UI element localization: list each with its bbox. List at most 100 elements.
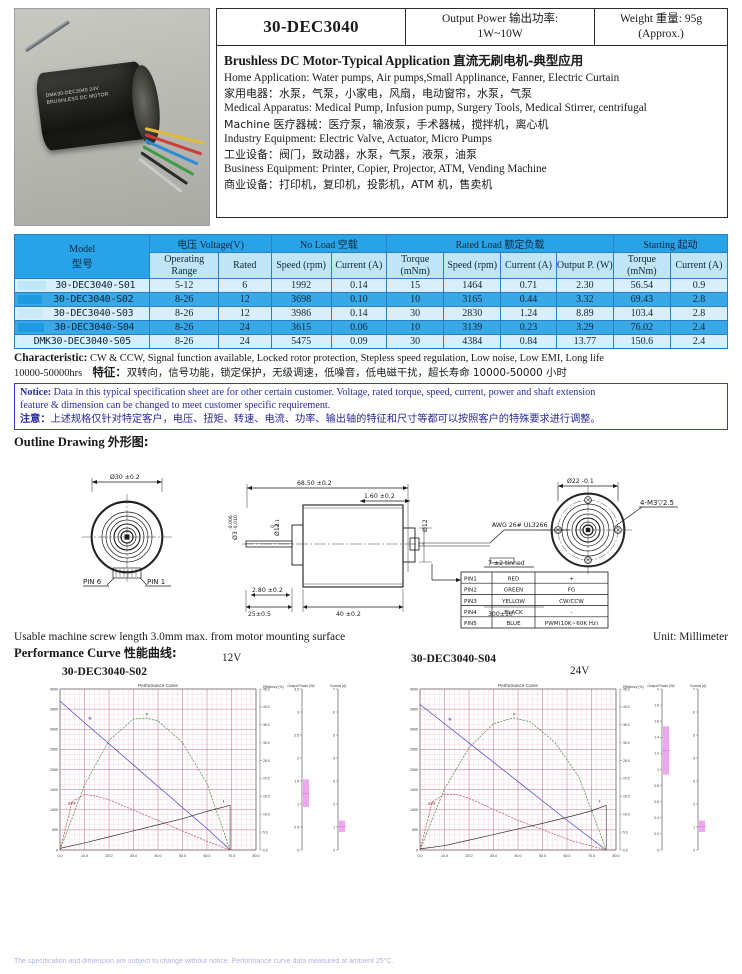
spec-header-model-cn: 型号 xyxy=(71,257,93,270)
screw-length-note: Usable machine screw length 3.0mm max. f… xyxy=(14,631,346,644)
characteristic-line-2: 10000-50000hrs 特征：双转向，信号功能，锁定保护，无级调速，低噪音… xyxy=(14,365,728,381)
plot-border xyxy=(419,688,617,851)
spec-rated-current: 0.71 xyxy=(500,278,557,293)
y-tick-label-left: 3000 xyxy=(50,728,58,732)
y-tick-label-left: 0 xyxy=(416,849,418,853)
spec-start-torque: 103.4 xyxy=(612,306,671,321)
dim-total-length: 68.50 ±0.2 xyxy=(297,480,332,487)
y-tick-label-right: 45.0 xyxy=(623,688,630,692)
spec-model-name: DMK30-DEC3040-S05 xyxy=(13,334,151,349)
x-tick-label: 70.0 xyxy=(228,854,235,858)
unit-note: Unit: Millimeter xyxy=(653,631,728,644)
x-tick-label: 0.0 xyxy=(58,854,63,858)
x-tick-label: 60.0 xyxy=(564,854,571,858)
pin-function: CW/CCW xyxy=(559,599,584,605)
y-tick-label-axis3: 0 xyxy=(657,849,659,853)
spec-output-power: 3.32 xyxy=(555,292,614,307)
y-tick-label-axis3: 3.5 xyxy=(294,688,299,692)
motor-shaft-graphic xyxy=(24,18,70,53)
chart-title: Performance Curve xyxy=(498,683,538,688)
performance-chart-s02: Performance Curve 0.0 10.0 20.0 30.0 40.0 50.0… xyxy=(34,681,364,889)
spec-start-torque: 150.6 xyxy=(612,334,671,349)
series-label-n: N xyxy=(89,716,92,721)
series-eff xyxy=(59,794,231,851)
spec-header-rated: Rated Load 额定负载 xyxy=(386,234,614,253)
y-tick-label-axis4: 5 xyxy=(333,734,335,738)
series-label-i: I xyxy=(599,798,600,803)
spec-operating-range: 8-26 xyxy=(149,306,219,321)
y-tick-label-axis4: 1 xyxy=(333,826,335,830)
table-row: 30-DEC3040-S04 8-26 24 3615 0.06 10 3139 0.23 3.… xyxy=(13,320,729,335)
table-row: 30-DEC3040-S01 5-12 6 1992 0.14 15 1464 0.71 2.3… xyxy=(13,278,729,293)
outline-drawing-area: Ø30 ±0.2 PIN 6 xyxy=(14,452,728,630)
redaction-box xyxy=(18,281,46,290)
efficiency-axis-label: Efficiency (%) xyxy=(623,685,644,689)
x-tick-label: 20.0 xyxy=(106,854,113,858)
specification-table: Model 型号 电压 Voltage(V) No Load 空载 Rated … xyxy=(13,234,729,349)
motor-product-photo: DMK30-DEC3040 24V BRUSHLESS DC MOTOR xyxy=(14,8,210,226)
y-tick-label-right: 0.0 xyxy=(263,849,268,853)
series-label-p: P xyxy=(146,712,149,717)
pin-function: + xyxy=(569,577,574,583)
pin-wire-color: RED xyxy=(508,577,520,583)
spec-start-torque: 56.54 xyxy=(612,278,671,293)
y-tick-label-right: 30.0 xyxy=(623,741,630,745)
series-label-i: I xyxy=(223,798,224,803)
spec-operating-range: 8-26 xyxy=(149,320,219,335)
rear-view-drawing: Ø22 -0.1 xyxy=(542,477,678,575)
chart-title: Performance Curve xyxy=(138,683,178,688)
series-p xyxy=(419,717,607,851)
spec-rated-speed: 1464 xyxy=(443,278,502,293)
series-n xyxy=(59,701,231,851)
spec-output-power: 13.77 xyxy=(555,334,614,349)
spec-start-current: 2.8 xyxy=(669,306,729,321)
specification-table-body: 30-DEC3040-S01 5-12 6 1992 0.14 15 1464 0.71 2.3… xyxy=(13,278,729,349)
spec-sub-rated-voltage: Rated xyxy=(217,252,272,279)
y-tick-label-axis3: 1.4 xyxy=(654,736,659,740)
application-line-medical-en: Medical Apparatus: Medical Pump, Infusio… xyxy=(224,102,647,115)
model-number: 30-DEC3040 xyxy=(215,8,407,46)
spec-noload-current: 0.14 xyxy=(330,306,388,321)
spec-sub-header-row: Operating Range Rated Speed (rpm) Curren… xyxy=(15,252,729,279)
application-line-medical-cn: Machine 医疗器械：医疗泵，输液泵，手术器械，搅拌机，离心机 xyxy=(224,117,549,131)
y-tick-label-right: 5.0 xyxy=(263,831,268,835)
weight-cell: Weight 重量: 95g (Approx.) xyxy=(594,8,728,46)
specification-section: Model 型号 电压 Voltage(V) No Load 空载 Rated … xyxy=(0,226,742,349)
y-tick-label-axis3: 1.2 xyxy=(654,752,659,756)
x-tick-label: 30.0 xyxy=(490,854,497,858)
y-tick-label-axis4: 7 xyxy=(333,688,335,692)
spec-start-current: 2.4 xyxy=(669,334,729,349)
header-table: 30-DEC3040 Output Power 输出功率: 1W~10W Wei… xyxy=(215,8,728,46)
spec-start-current: 2.4 xyxy=(669,320,729,335)
spec-model-name: 30-DEC3040-S03 xyxy=(13,306,151,321)
application-line-industry-cn: 工业设备：阀门，致动器，水泵，气泵，液泵，油泵 xyxy=(224,148,477,162)
spec-sub-rated-current: Current (A) xyxy=(500,252,557,279)
x-tick-label: 0.0 xyxy=(418,854,423,858)
characteristic-line-1: Characteristic: CW & CCW, Signal functio… xyxy=(14,352,728,366)
dim-shaft-length: 25±0.5 xyxy=(248,611,271,618)
dim-bolt-circle: Ø22 -0.1 xyxy=(567,477,594,485)
y-tick-label-right: 40.0 xyxy=(623,705,630,709)
y-tick-label-axis3: 0.4 xyxy=(654,816,659,820)
x-tick-label: 10.0 xyxy=(441,854,448,858)
spec-start-torque: 76.02 xyxy=(612,320,671,335)
series-label-p: P xyxy=(513,712,516,717)
series-i xyxy=(419,805,607,850)
x-tick-label: 80.0 xyxy=(613,854,620,858)
spec-model-text: 30-DEC3040-S03 xyxy=(53,308,134,319)
spec-noload-current: 0.09 xyxy=(330,334,388,349)
dim-shaft-diameter: Ø3 xyxy=(231,531,239,540)
dim-boss-diameter-left: Ø12 xyxy=(273,523,281,536)
spec-rated-current: 0.44 xyxy=(500,292,557,307)
application-box: Brushless DC Motor-Typical Application 直… xyxy=(216,46,728,218)
dim-pin6-label: PIN 6 xyxy=(83,578,102,586)
notice-box: Notice: Data in this typical specificati… xyxy=(14,383,728,431)
y-tick-label-axis4: 0 xyxy=(333,849,335,853)
spec-rated-voltage: 12 xyxy=(217,292,272,307)
y-tick-label-left: 2000 xyxy=(50,768,58,772)
pin-function: PWM(10K~60K Hz) xyxy=(545,621,598,627)
output-power-value: 1W~10W xyxy=(477,28,523,40)
series-i xyxy=(59,805,231,849)
y-tick-label-axis4: 0 xyxy=(693,849,695,853)
dim-boss-tol-upper: 0 xyxy=(270,525,276,528)
